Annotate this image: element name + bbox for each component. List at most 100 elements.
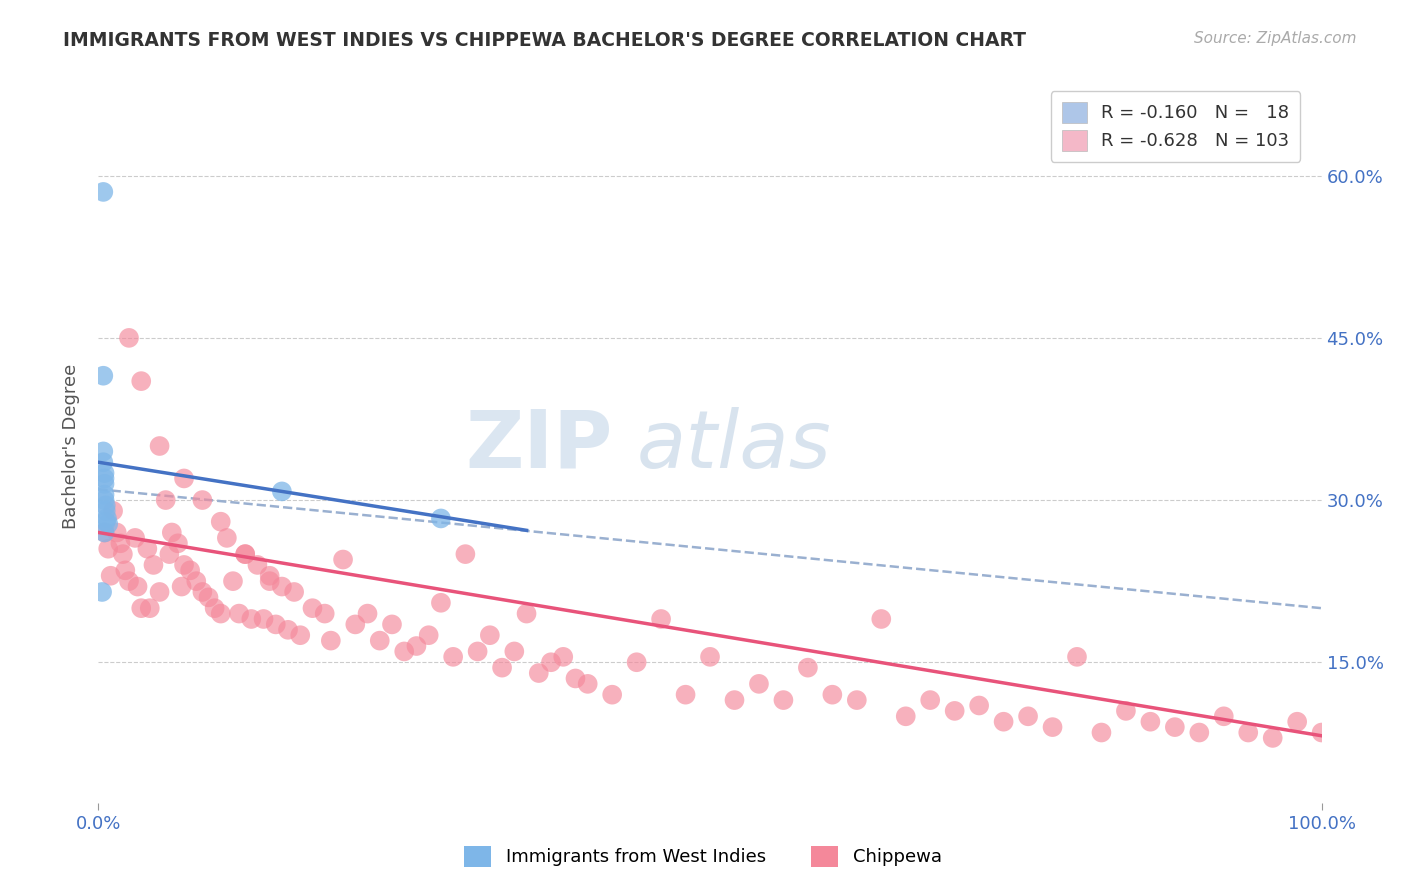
Point [173, 558, 195, 572]
Point [173, 471, 195, 485]
Point [441, 649, 464, 664]
Point [894, 709, 917, 723]
Point [91, 368, 114, 383]
Point [94, 515, 117, 529]
Point [246, 558, 269, 572]
Point [270, 484, 294, 499]
Text: IMMIGRANTS FROM WEST INDIES VS CHIPPEWA BACHELOR'S DEGREE CORRELATION CHART: IMMIGRANTS FROM WEST INDIES VS CHIPPEWA … [63, 31, 1026, 50]
Point [97, 516, 120, 531]
Point [93, 525, 115, 540]
Point [920, 693, 942, 707]
Point [1042, 720, 1064, 734]
Point [748, 677, 770, 691]
Point [191, 585, 214, 599]
Point [392, 644, 416, 658]
Point [233, 547, 256, 561]
Point [259, 574, 281, 589]
Point [264, 617, 287, 632]
Point [252, 612, 274, 626]
Point [94, 499, 117, 513]
Point [699, 649, 721, 664]
Point [118, 331, 141, 345]
Point [129, 601, 152, 615]
Point [1188, 725, 1211, 739]
Point [222, 574, 245, 589]
Point [91, 585, 114, 599]
Point [1139, 714, 1161, 729]
Point [91, 185, 114, 199]
Point [1261, 731, 1284, 745]
Point [418, 628, 440, 642]
Legend: Immigrants from West Indies, Chippewa: Immigrants from West Indies, Chippewa [457, 838, 949, 874]
Point [240, 612, 263, 626]
Point [209, 515, 232, 529]
Point [540, 655, 562, 669]
Point [149, 585, 172, 599]
Point [215, 531, 238, 545]
Point [105, 525, 128, 540]
Point [626, 655, 648, 669]
Point [600, 688, 623, 702]
Point [797, 660, 820, 674]
Point [118, 574, 141, 589]
Point [149, 439, 172, 453]
Point [157, 547, 180, 561]
Point [314, 607, 336, 621]
Text: atlas: atlas [637, 407, 831, 485]
Point [1090, 725, 1112, 739]
Point [170, 580, 193, 594]
Point [277, 623, 299, 637]
Point [564, 672, 586, 686]
Point [160, 525, 183, 540]
Y-axis label: Bachelor's Degree: Bachelor's Degree [62, 363, 80, 529]
Point [127, 580, 149, 594]
Point [1212, 709, 1234, 723]
Point [114, 563, 136, 577]
Point [491, 660, 513, 674]
Point [179, 563, 201, 577]
Point [553, 649, 575, 664]
Point [576, 677, 599, 691]
Point [332, 552, 354, 566]
Point [1237, 725, 1260, 739]
Point [167, 536, 190, 550]
Point [96, 511, 118, 525]
Point [356, 607, 378, 621]
Point [1017, 709, 1039, 723]
Point [93, 476, 115, 491]
Point [405, 639, 427, 653]
Point [139, 601, 162, 615]
Point [93, 471, 115, 485]
Point [110, 536, 132, 550]
Point [228, 607, 250, 621]
Point [821, 688, 844, 702]
Point [124, 531, 146, 545]
Point [1066, 649, 1088, 664]
Point [870, 612, 893, 626]
Point [111, 547, 134, 561]
Point [675, 688, 697, 702]
Point [430, 511, 453, 525]
Point [478, 628, 501, 642]
Point [967, 698, 990, 713]
Point [204, 601, 226, 615]
Point [93, 525, 115, 540]
Legend: R = -0.160   N =   18, R = -0.628   N = 103: R = -0.160 N = 18, R = -0.628 N = 103 [1050, 91, 1301, 161]
Point [91, 455, 114, 469]
Point [97, 541, 120, 556]
Point [1164, 720, 1187, 734]
Point [650, 612, 672, 626]
Point [1115, 704, 1137, 718]
Text: Source: ZipAtlas.com: Source: ZipAtlas.com [1194, 31, 1357, 46]
Point [527, 666, 550, 681]
Point [270, 580, 294, 594]
Point [129, 374, 152, 388]
Point [993, 714, 1015, 729]
Point [101, 504, 124, 518]
Point [142, 558, 165, 572]
Point [136, 541, 159, 556]
Point [381, 617, 404, 632]
Point [93, 466, 115, 480]
Point [319, 633, 342, 648]
Point [368, 633, 391, 648]
